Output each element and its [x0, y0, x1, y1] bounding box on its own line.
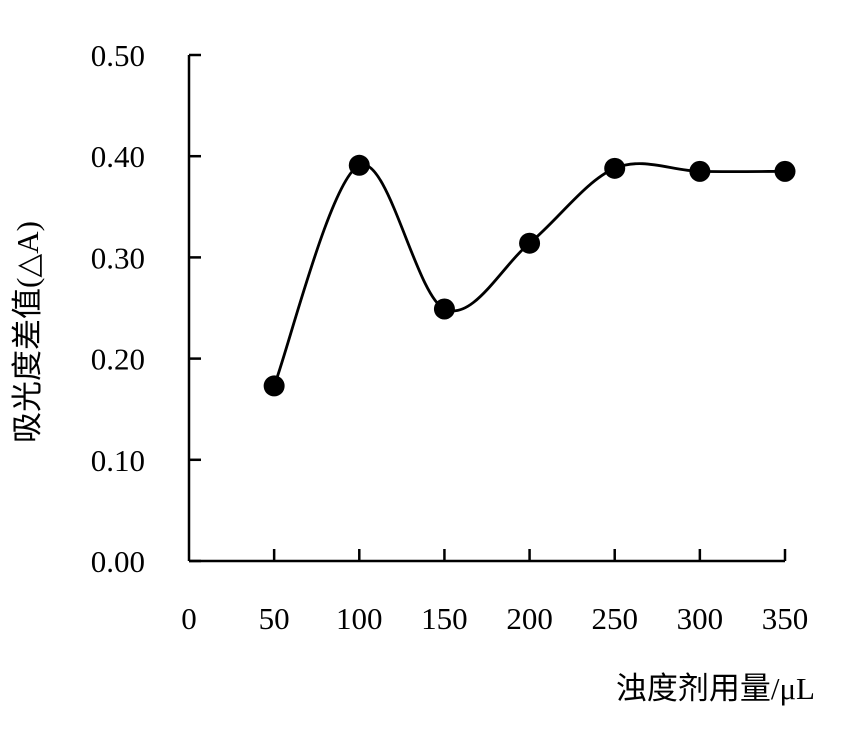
y-axis-title: 吸光度差值(△A) [10, 221, 45, 443]
data-point [348, 154, 370, 176]
data-point [604, 157, 626, 179]
y-tick-label: 0.10 [91, 443, 145, 478]
x-tick-label: 200 [506, 601, 553, 636]
x-axis-title: 浊度剂用量/μL [616, 671, 815, 706]
x-tick-label: 50 [259, 601, 290, 636]
x-tick-label: 100 [336, 601, 383, 636]
y-tick-label: 0.50 [91, 38, 145, 73]
data-point [263, 375, 285, 397]
y-tick-label: 0.20 [91, 342, 145, 377]
x-tick-label: 150 [421, 601, 468, 636]
x-ticks: 0 50 100 150 200 250 300 350 [181, 549, 808, 636]
x-tick-label: 0 [181, 601, 197, 636]
data-point [433, 298, 455, 320]
x-tick-label: 350 [762, 601, 809, 636]
y-tick-label: 0.40 [91, 139, 145, 174]
y-tick-label: 0.30 [91, 240, 145, 275]
series-line [272, 162, 786, 387]
y-ticks: 0.00 0.10 0.20 0.30 0.40 0.50 [91, 38, 201, 579]
y-tick-label: 0.00 [91, 544, 145, 579]
data-point [519, 232, 541, 254]
data-point [689, 160, 711, 182]
x-tick-label: 250 [591, 601, 638, 636]
x-tick-label: 300 [677, 601, 724, 636]
axes [187, 55, 785, 563]
data-point [774, 160, 796, 182]
plot-area [263, 154, 796, 397]
